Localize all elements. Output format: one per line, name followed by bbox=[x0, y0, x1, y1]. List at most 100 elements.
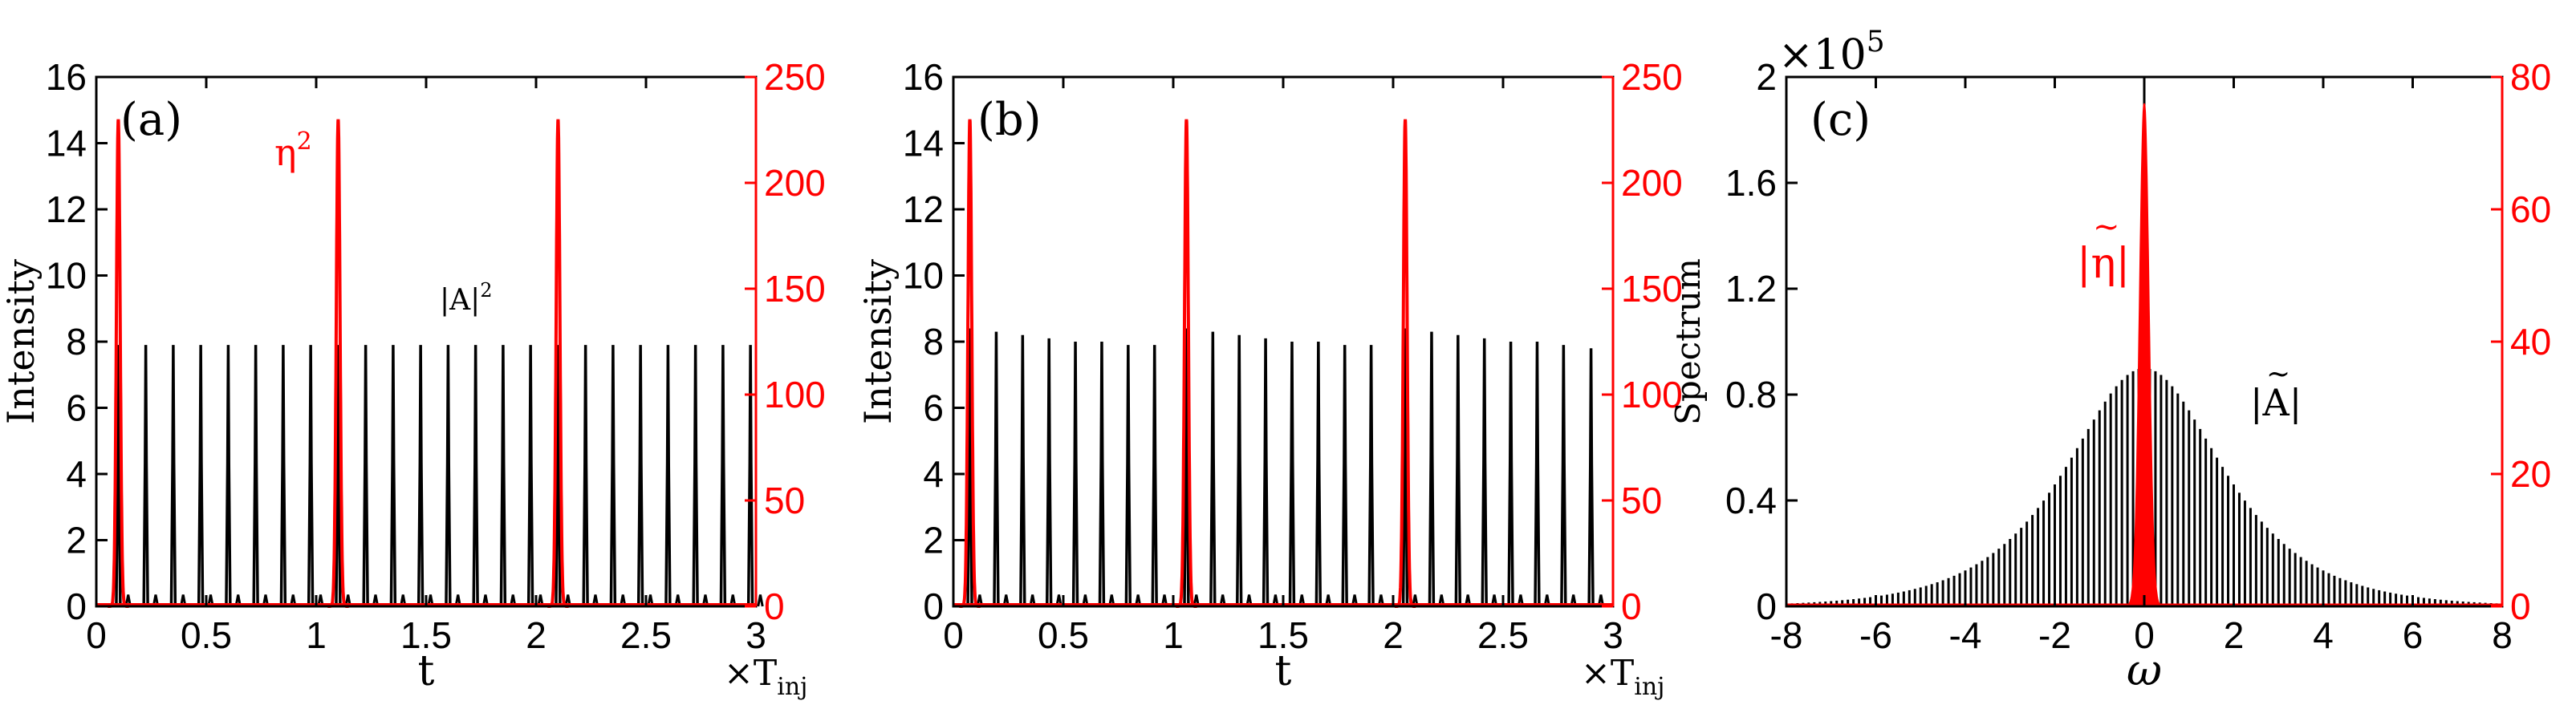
scale-exp: 5 bbox=[1867, 26, 1885, 59]
intensity-pulse bbox=[555, 345, 562, 607]
intensity-sidelobe bbox=[344, 594, 351, 607]
y-left-tick-label: 0.8 bbox=[1725, 374, 1777, 415]
x-unit-label-a: ×Tinj bbox=[724, 653, 807, 701]
y-left-tick-label: 4 bbox=[66, 453, 87, 495]
intensity-sidelobe bbox=[510, 594, 517, 607]
intensity-sidelobe bbox=[701, 594, 709, 607]
intensity-sidelobe bbox=[564, 594, 571, 607]
intensity-pulse bbox=[389, 345, 397, 607]
y-right-tick-label: 200 bbox=[764, 162, 826, 204]
intensity-sidelobe bbox=[207, 594, 214, 607]
x-tick-label: -2 bbox=[2038, 614, 2071, 656]
x-axis-label-b: t bbox=[1275, 647, 1292, 695]
panel-label-c: (c) bbox=[1810, 94, 1871, 146]
intensity-sidelobe bbox=[757, 594, 764, 607]
y-right-tick-label: 250 bbox=[764, 56, 826, 98]
intensity-pulse bbox=[582, 345, 589, 607]
intensity-pulse bbox=[719, 345, 727, 607]
y-right-tick-label: 200 bbox=[1621, 162, 1683, 204]
y-right-tick-label: 100 bbox=[764, 374, 826, 415]
intensity-sidelobe bbox=[290, 594, 297, 607]
intensity-sidelobe bbox=[1377, 594, 1385, 607]
y-left-tick-label: 8 bbox=[923, 321, 944, 363]
x-tick-label: 3 bbox=[1603, 614, 1623, 656]
intensity-pulse bbox=[472, 345, 479, 607]
y-left-tick-label: 10 bbox=[903, 255, 944, 297]
series-label-eta-tilde: |η| ~ bbox=[2077, 209, 2130, 288]
intensity-sidelobe bbox=[1160, 594, 1168, 607]
y-left-tick-label: 0 bbox=[923, 585, 944, 627]
x-unit-text-b: ×T bbox=[1581, 653, 1634, 694]
x-tick-label: 0 bbox=[2134, 614, 2155, 656]
intensity-sidelobe bbox=[976, 594, 984, 607]
y-right-tick-label: 150 bbox=[764, 268, 826, 310]
intensity-sidelobe bbox=[1490, 594, 1498, 607]
A2-sup: 2 bbox=[480, 279, 492, 302]
intensity-pulse bbox=[1071, 341, 1079, 607]
intensity-sidelobe bbox=[1029, 594, 1036, 607]
intensity-pulse bbox=[225, 345, 232, 607]
intensity-pulse bbox=[526, 345, 534, 607]
intensity-pulse bbox=[1587, 348, 1595, 607]
y-right-tick-label: 100 bbox=[1621, 374, 1683, 415]
series-label-A2: |A|2 bbox=[440, 279, 493, 317]
y-right-tick-label: 250 bbox=[1621, 56, 1683, 98]
intensity-pulse bbox=[1045, 338, 1053, 607]
intensity-sidelobe bbox=[400, 594, 407, 607]
eta2-sup: 2 bbox=[297, 128, 312, 156]
intensity-pulse bbox=[416, 345, 425, 607]
y-left-tick-label: 6 bbox=[923, 387, 944, 429]
intensity-sidelobe bbox=[1193, 594, 1200, 607]
intensity-pulse bbox=[1183, 328, 1190, 607]
panel-label-a: (a) bbox=[120, 94, 182, 146]
intensity-sidelobe bbox=[1543, 594, 1551, 607]
intensity-pulse bbox=[1341, 345, 1348, 607]
intensity-pulse bbox=[1560, 345, 1567, 607]
intensity-sidelobe bbox=[1570, 594, 1577, 607]
x-unit-label-b: ×Tinj bbox=[1581, 653, 1664, 701]
x-unit-sub-a: inj bbox=[777, 673, 807, 701]
y-left-tick-label: 12 bbox=[903, 188, 944, 230]
y-left-tick-label: 14 bbox=[46, 123, 87, 164]
y-left-tick-label: 0 bbox=[1756, 585, 1777, 627]
intensity-pulse bbox=[115, 345, 122, 607]
intensity-pulse bbox=[1454, 334, 1462, 607]
x-tick-label: -4 bbox=[1949, 614, 1982, 656]
intensity-pulse bbox=[1507, 341, 1514, 607]
intensity-pulse bbox=[252, 345, 259, 607]
x-tick-label: 6 bbox=[2403, 614, 2424, 656]
intensity-pulse bbox=[692, 345, 699, 607]
A-tilde-mark: ~ bbox=[2266, 358, 2290, 391]
intensity-sidelobe bbox=[1438, 594, 1445, 607]
intensity-pulse bbox=[335, 345, 342, 607]
x-tick-label: 2.5 bbox=[620, 614, 672, 656]
intensity-sidelobe bbox=[1108, 594, 1115, 607]
intensity-sidelobe bbox=[1134, 594, 1142, 607]
y-left-tick-label: 14 bbox=[903, 123, 944, 164]
intensity-pulse bbox=[1151, 345, 1158, 607]
x-tick-label: 0.5 bbox=[1038, 614, 1089, 656]
intensity-sidelobe bbox=[1272, 594, 1279, 607]
y-left-tick-label: 4 bbox=[923, 453, 944, 495]
y-left-tick-label: 2 bbox=[923, 520, 944, 561]
intensity-sidelobe bbox=[454, 594, 461, 607]
intensity-pulse bbox=[1019, 334, 1026, 607]
intensity-sidelobe bbox=[1597, 594, 1605, 607]
x-tick-label: 1.5 bbox=[1258, 614, 1309, 656]
intensity-sidelobe bbox=[124, 594, 132, 607]
y-left-tick-label: 2 bbox=[1756, 56, 1777, 98]
x-tick-label: 1 bbox=[1163, 614, 1184, 656]
x-tick-label: 4 bbox=[2313, 614, 2334, 656]
x-tick-label: -6 bbox=[1859, 614, 1892, 656]
y-left-tick-label: 0 bbox=[66, 585, 87, 627]
x-tick-label: 8 bbox=[2492, 614, 2513, 656]
intensity-sidelobe bbox=[1002, 594, 1010, 607]
intensity-pulse bbox=[966, 328, 973, 607]
intensity-pulse bbox=[993, 331, 1000, 607]
y-right-tick-label: 0 bbox=[1621, 585, 1642, 627]
intensity-sidelobe bbox=[180, 594, 187, 607]
eta-tilde-text: |η| bbox=[2077, 240, 2130, 288]
intensity-pulse bbox=[1428, 331, 1436, 607]
x-tick-label: 0.5 bbox=[181, 614, 232, 656]
